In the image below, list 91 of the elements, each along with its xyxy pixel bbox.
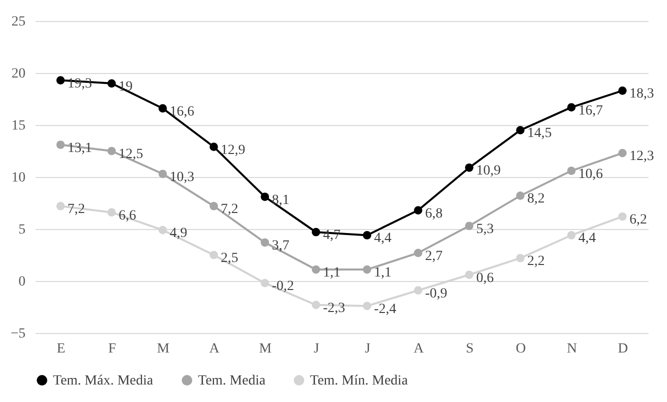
x-tick-label: D [618, 342, 628, 356]
x-tick-label: F [108, 342, 116, 356]
point [210, 142, 218, 152]
point [260, 238, 270, 247]
point [465, 163, 474, 172]
point [414, 286, 422, 295]
point [567, 231, 576, 240]
x-tick-label: E [56, 342, 66, 356]
point [567, 103, 576, 112]
data-label: 10,3 [170, 170, 194, 185]
data-label: 4,4 [578, 231, 596, 246]
point [362, 231, 372, 240]
data-label: 18,3 [629, 86, 654, 102]
data-label: 12,5 [118, 147, 144, 162]
point [516, 254, 524, 262]
point [210, 250, 218, 260]
data-label: 7,2 [220, 202, 238, 218]
y-tick-label: 20 [12, 66, 26, 82]
y-tick-label: 25 [12, 14, 26, 30]
data-label: 10,6 [578, 166, 603, 182]
data-label: 0,6 [476, 270, 494, 286]
data-label: 12,9 [220, 142, 246, 158]
data-label: 2,7 [425, 248, 443, 264]
point [618, 86, 627, 95]
data-label: 16,6 [170, 104, 194, 120]
data-label: 6,8 [425, 206, 443, 222]
x-tick-label: A [414, 342, 425, 356]
y-tick-label: 15 [12, 118, 26, 134]
point [158, 226, 167, 234]
x-tick-label: A [209, 342, 220, 356]
legend-label: Tem. Mín. Media [310, 373, 409, 388]
point [618, 212, 627, 221]
data-label: 6,2 [629, 212, 647, 228]
legend-label: Tem. Media [198, 373, 266, 388]
x-tick-label: M [259, 342, 272, 356]
point [567, 166, 576, 175]
data-label: 10,9 [476, 164, 501, 179]
data-label: 8,2 [527, 192, 545, 207]
point [465, 222, 474, 230]
point [516, 192, 524, 200]
data-label: 5,3 [476, 222, 494, 237]
legend-label: Tem. Máx. Media [53, 373, 154, 388]
point [56, 140, 65, 149]
data-label: 2,2 [527, 254, 545, 270]
point [158, 104, 167, 113]
data-label: 13,1 [68, 140, 92, 156]
x-tick-label: J [364, 342, 371, 356]
x-tick-label: M [156, 342, 170, 356]
point [312, 265, 320, 274]
point [56, 202, 65, 210]
data-label: 2,5 [220, 251, 238, 266]
point [56, 76, 65, 84]
y-tick-label: 0 [18, 274, 26, 290]
point [618, 148, 627, 158]
point [107, 146, 116, 156]
point [260, 278, 270, 288]
data-label: 1,1 [374, 266, 392, 281]
x-tick-label: O [516, 342, 526, 356]
data-label: -0,2 [272, 279, 294, 294]
data-label: 6,6 [118, 208, 136, 224]
point [107, 79, 116, 88]
data-label: 7,2 [68, 202, 86, 218]
data-label: -2,3 [322, 300, 346, 316]
y-tick-label: 10 [12, 170, 26, 186]
data-label: 16,7 [578, 103, 603, 118]
y-tick-label: 5 [18, 222, 26, 238]
data-label: 12,3 [629, 149, 654, 164]
point [465, 270, 474, 279]
data-label: -2,4 [374, 302, 396, 317]
x-tick-label: N [566, 342, 577, 356]
y-tick-label: −5 [10, 326, 26, 342]
data-label: -0,9 [425, 286, 448, 302]
point [210, 202, 218, 210]
data-label: 4,4 [374, 231, 392, 246]
point [516, 126, 524, 134]
data-label: 3,7 [272, 238, 290, 254]
x-tick-label: S [466, 342, 474, 356]
point [260, 192, 270, 201]
data-label: 8,1 [272, 192, 290, 208]
point [107, 208, 116, 217]
point [414, 206, 422, 214]
x-tick-label: J [314, 342, 320, 356]
data-label: 14,5 [527, 126, 552, 142]
point [414, 248, 422, 258]
point [362, 265, 372, 274]
point [312, 228, 320, 236]
data-label: 1,1 [322, 266, 340, 281]
point [158, 170, 167, 178]
data-label: 4,9 [170, 226, 188, 242]
point [362, 302, 372, 310]
point [312, 300, 320, 310]
